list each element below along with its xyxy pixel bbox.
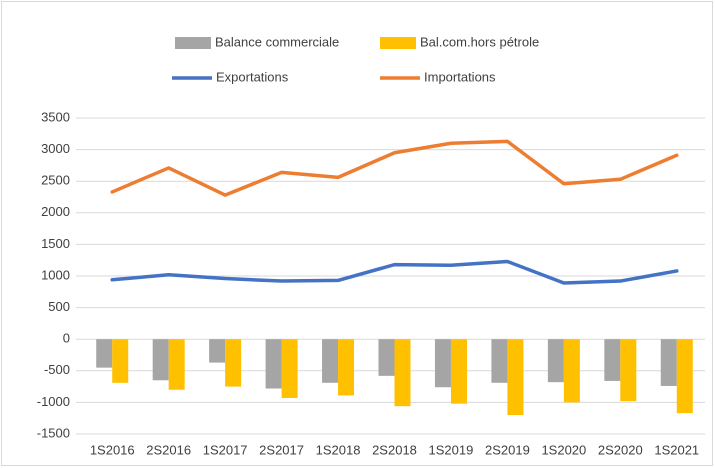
bar xyxy=(338,339,355,396)
legend-swatch xyxy=(175,37,211,49)
legend-swatch xyxy=(380,37,416,49)
y-tick-label: 2500 xyxy=(41,173,70,188)
y-tick-label: 1000 xyxy=(41,267,70,282)
x-tick-label: 2S2018 xyxy=(372,442,417,457)
x-tick-label: 1S2021 xyxy=(654,442,699,457)
bar xyxy=(620,339,637,402)
bar xyxy=(563,339,580,403)
x-tick-label: 1S2017 xyxy=(203,442,248,457)
bar xyxy=(660,339,677,386)
bar xyxy=(96,339,113,368)
bar xyxy=(491,339,508,383)
bar xyxy=(322,339,339,383)
bar xyxy=(152,339,169,381)
x-tick-label: 1S2020 xyxy=(541,442,586,457)
bar xyxy=(394,339,411,407)
bar xyxy=(676,339,693,414)
y-tick-label: 500 xyxy=(48,299,70,314)
bar xyxy=(507,339,524,416)
x-tick-label: 2S2017 xyxy=(259,442,304,457)
x-tick-label: 1S2018 xyxy=(316,442,361,457)
legend-label: Exportations xyxy=(216,69,289,84)
y-tick-label: 3000 xyxy=(41,141,70,156)
bar xyxy=(450,339,467,404)
legend-label: Balance commerciale xyxy=(215,34,339,49)
line xyxy=(110,139,679,197)
y-tick-label: 2000 xyxy=(41,204,70,219)
bar xyxy=(378,339,395,376)
legend-label: Importations xyxy=(424,69,496,84)
bar xyxy=(434,339,451,388)
x-tick-label: 1S2019 xyxy=(429,442,474,457)
y-tick-label: 3500 xyxy=(41,109,70,124)
bar xyxy=(168,339,185,390)
legend-label: Bal.com.hors pétrole xyxy=(420,34,539,49)
bar xyxy=(209,339,226,363)
line xyxy=(110,259,679,285)
y-tick-label: 1500 xyxy=(41,236,70,251)
x-tick-label: 2S2019 xyxy=(485,442,530,457)
y-tick-label: -500 xyxy=(44,362,70,377)
y-tick-label: -1000 xyxy=(37,394,70,409)
x-tick-label: 2S2016 xyxy=(146,442,191,457)
y-tick-label: 0 xyxy=(63,331,70,346)
bar xyxy=(281,339,298,398)
bar xyxy=(225,339,242,387)
bar xyxy=(265,339,282,389)
x-tick-label: 2S2020 xyxy=(598,442,643,457)
bar xyxy=(547,339,564,383)
y-tick-label: -1500 xyxy=(37,425,70,440)
x-tick-label: 1S2016 xyxy=(90,442,135,457)
bar xyxy=(112,339,129,383)
bar xyxy=(604,339,621,381)
